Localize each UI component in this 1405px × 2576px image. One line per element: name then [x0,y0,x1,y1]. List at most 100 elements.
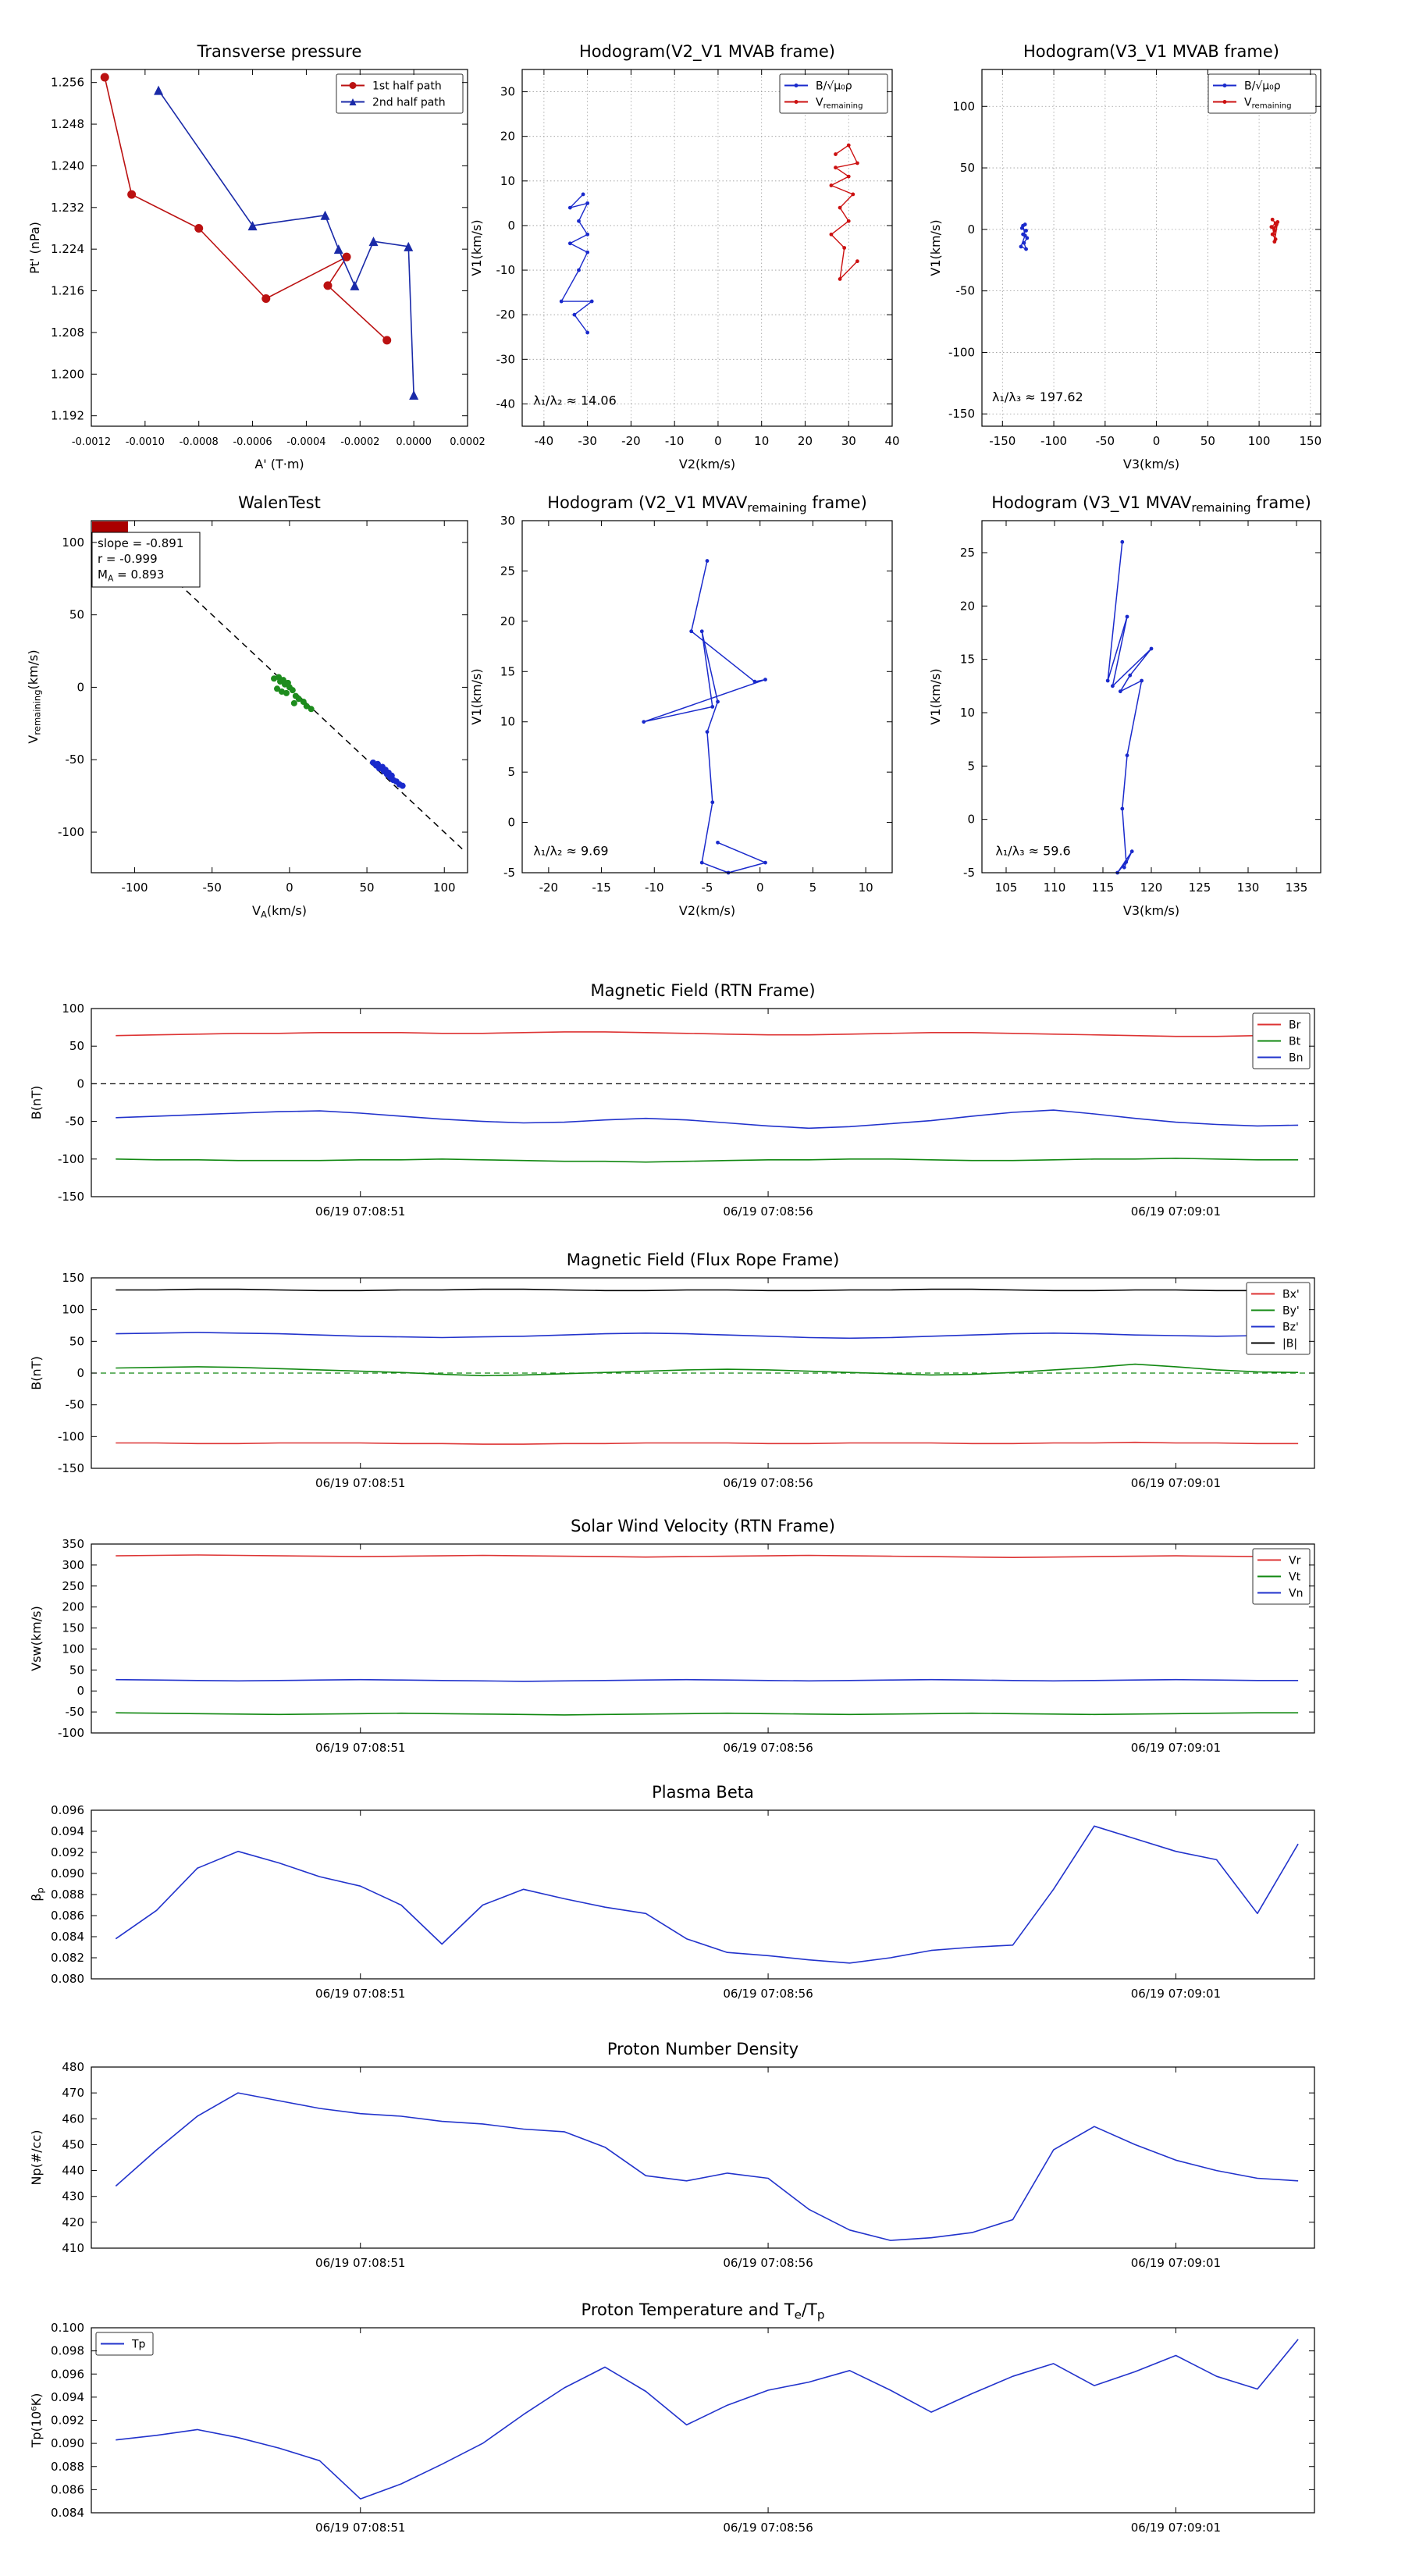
svg-text:100: 100 [62,1303,84,1317]
svg-text:100: 100 [952,99,975,113]
svg-text:-5: -5 [702,881,713,895]
svg-text:-100: -100 [58,1429,84,1443]
svg-text:100: 100 [62,1002,84,1016]
svg-text:0.084: 0.084 [51,2506,84,2520]
svg-text:Bt: Bt [1289,1036,1301,1048]
svg-text:100: 100 [62,535,84,550]
chart-walen-test: slope = -0.891 r = -0.999 MA = 0.893 -100 -5… [26,493,468,920]
svg-text:20: 20 [500,130,515,144]
svg-text:r = -0.999: r = -0.999 [98,552,158,566]
svg-text:1.224: 1.224 [51,242,84,256]
svg-text:06/19 07:08:51: 06/19 07:08:51 [315,1204,405,1219]
svg-text:0.100: 0.100 [51,2321,84,2335]
svg-text:06/19 07:08:56: 06/19 07:08:56 [723,1476,813,1490]
svg-text:-0.0012: -0.0012 [72,436,111,448]
svg-text:06/19 07:09:01: 06/19 07:09:01 [1131,1987,1221,2001]
svg-text:2nd half path: 2nd half path [372,97,446,109]
svg-text:V1(km/s): V1(km/s) [928,219,943,276]
svg-text:Hodogram (V3_V1 MVAVremaining: Hodogram (V3_V1 MVAVremaining frame) [991,493,1311,515]
svg-text:Hodogram(V3_V1 MVAB frame): Hodogram(V3_V1 MVAB frame) [1023,42,1279,62]
svg-text:Hodogram (V2_V1 MVAVremaining: Hodogram (V2_V1 MVAVremaining frame) [547,493,867,515]
svg-text:βp: βp [29,1888,46,1902]
svg-text:V3(km/s): V3(km/s) [1123,457,1179,471]
svg-text:135: 135 [1286,881,1308,895]
svg-text:10: 10 [859,881,873,895]
chart-b-fluxrope: Bx' By' Bz' |B| 06/19 07:08:51 06/19 07:08:56… [29,1251,1315,1490]
svg-text:Tp(10⁶K): Tp(10⁶K) [29,2393,44,2449]
svg-text:15: 15 [960,653,975,667]
svg-text:10: 10 [960,706,975,720]
svg-text:5: 5 [809,881,817,895]
svg-text:By': By' [1282,1305,1300,1318]
svg-text:0: 0 [967,813,975,827]
svg-text:B/√μ₀ρ: B/√μ₀ρ [816,80,852,93]
svg-text:450: 450 [62,2137,84,2151]
svg-text:Bn: Bn [1289,1052,1303,1065]
svg-text:Magnetic Field (RTN Frame): Magnetic Field (RTN Frame) [590,981,815,1000]
svg-text:-0.0004: -0.0004 [286,436,325,448]
svg-text:-20: -20 [621,434,641,448]
svg-text:V2(km/s): V2(km/s) [679,457,735,471]
svg-text:130: 130 [1237,881,1260,895]
svg-text:Proton Number Density: Proton Number Density [607,2040,799,2058]
svg-text:50: 50 [360,881,375,895]
svg-text:0.088: 0.088 [51,2460,84,2474]
svg-text:-100: -100 [122,881,148,895]
svg-text:-10: -10 [496,263,516,277]
svg-text:-40: -40 [535,434,554,448]
svg-text:06/19 07:09:01: 06/19 07:09:01 [1131,2256,1221,2270]
svg-text:110: 110 [1044,881,1066,895]
chart-hodogram-v2v1-mvav: λ₁/λ₂ ≈ 9.69 -20 -15 -10 -5 0 5 10 -5 0 5 10 15 20 25 3… [469,493,893,918]
svg-text:Tp: Tp [131,2339,146,2351]
svg-text:-150: -150 [948,407,975,421]
svg-text:1.200: 1.200 [51,367,84,381]
svg-text:30: 30 [841,434,856,448]
svg-text:-50: -50 [66,1705,85,1719]
svg-text:1st half path: 1st half path [372,80,442,93]
svg-text:15: 15 [500,664,515,678]
svg-text:0: 0 [507,816,515,830]
svg-text:-30: -30 [578,434,597,448]
svg-text:0: 0 [286,881,293,895]
svg-text:Pt' (nPa): Pt' (nPa) [27,222,42,274]
svg-text:MA = 0.893: MA = 0.893 [98,568,164,583]
svg-text:10: 10 [754,434,769,448]
svg-text:Vremaining: Vremaining [1244,97,1291,111]
svg-text:0: 0 [76,1366,84,1380]
svg-text:150: 150 [62,1271,84,1285]
svg-text:460: 460 [62,2112,84,2126]
svg-text:0: 0 [756,881,764,895]
svg-text:20: 20 [798,434,813,448]
svg-text:480: 480 [62,2060,84,2074]
svg-text:0.094: 0.094 [51,1824,84,1838]
chart-proton-density: 06/19 07:08:51 06/19 07:08:56 06/19 07:09:… [29,2040,1315,2270]
svg-text:1.240: 1.240 [51,158,84,173]
svg-text:-100: -100 [948,345,975,359]
svg-text:06/19 07:08:51: 06/19 07:08:51 [315,2256,405,2270]
svg-text:Proton Temperature and Te/Tp: Proton Temperature and Te/Tp [582,2300,825,2322]
svg-text:Bx': Bx' [1282,1289,1300,1301]
svg-text:-50: -50 [66,1398,85,1412]
svg-text:-10: -10 [645,881,664,895]
svg-text:0.096: 0.096 [51,1803,84,1817]
svg-text:0: 0 [1153,434,1161,448]
svg-text:0: 0 [76,680,84,694]
svg-text:06/19 07:08:51: 06/19 07:08:51 [315,1476,405,1490]
svg-text:06/19 07:08:56: 06/19 07:08:56 [723,2521,813,2535]
svg-text:150: 150 [1300,434,1322,448]
svg-text:0.0000: 0.0000 [396,436,432,448]
svg-text:0.080: 0.080 [51,1972,84,1986]
svg-text:50: 50 [69,1039,84,1053]
svg-text:06/19 07:08:51: 06/19 07:08:51 [315,2521,405,2535]
svg-text:06/19 07:09:01: 06/19 07:09:01 [1131,2521,1221,2535]
svg-text:0.090: 0.090 [51,1866,84,1880]
svg-text:06/19 07:09:01: 06/19 07:09:01 [1131,1476,1221,1490]
svg-text:-5: -5 [503,866,515,880]
chart-b-rtn: Br Bt Bn 06/19 07:08:51 06/19 07:08:56 06/19 … [29,981,1315,1219]
svg-text:410: 410 [62,2241,84,2255]
svg-text:06/19 07:08:56: 06/19 07:08:56 [723,1204,813,1219]
svg-text:-50: -50 [956,284,976,298]
svg-text:06/19 07:08:51: 06/19 07:08:51 [315,1987,405,2001]
svg-text:-20: -20 [496,308,516,322]
